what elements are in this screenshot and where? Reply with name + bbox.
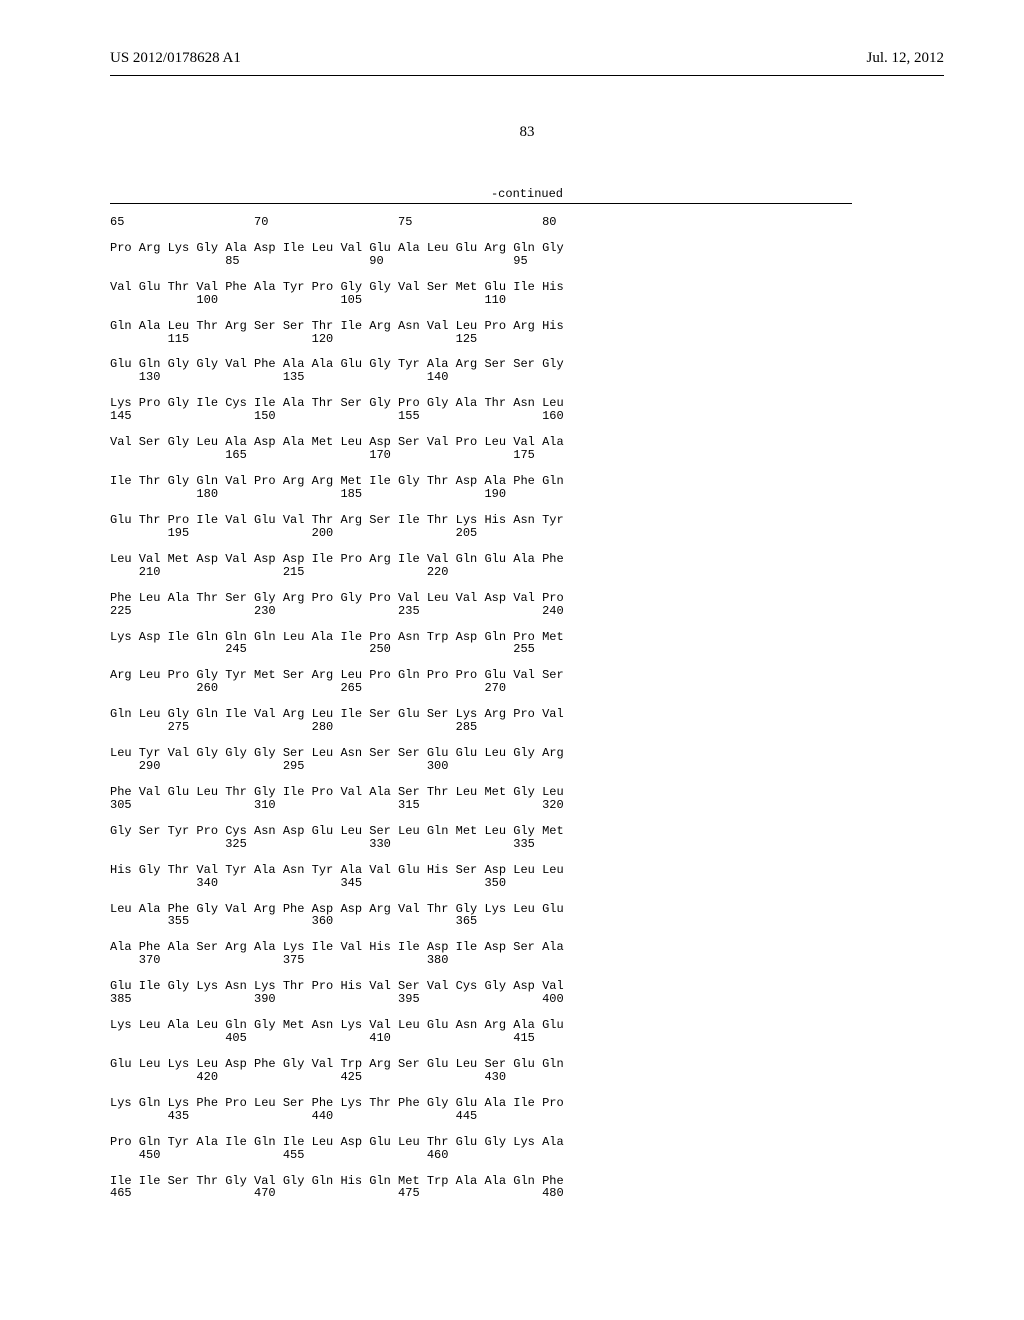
header-rule	[110, 75, 944, 76]
sequence-listing: 65 70 75 80 Pro Arg Lys Gly Ala Asp Ile …	[110, 216, 944, 1200]
sequence-top-rule	[110, 203, 852, 204]
page-header: US 2012/0178628 A1 Jul. 12, 2012	[110, 50, 944, 67]
continued-label: -continued	[110, 187, 944, 201]
page-number: 83	[110, 124, 944, 141]
page-container: US 2012/0178628 A1 Jul. 12, 2012 83 -con…	[0, 0, 1024, 1320]
publication-date: Jul. 12, 2012	[866, 50, 944, 67]
publication-number: US 2012/0178628 A1	[110, 50, 241, 67]
